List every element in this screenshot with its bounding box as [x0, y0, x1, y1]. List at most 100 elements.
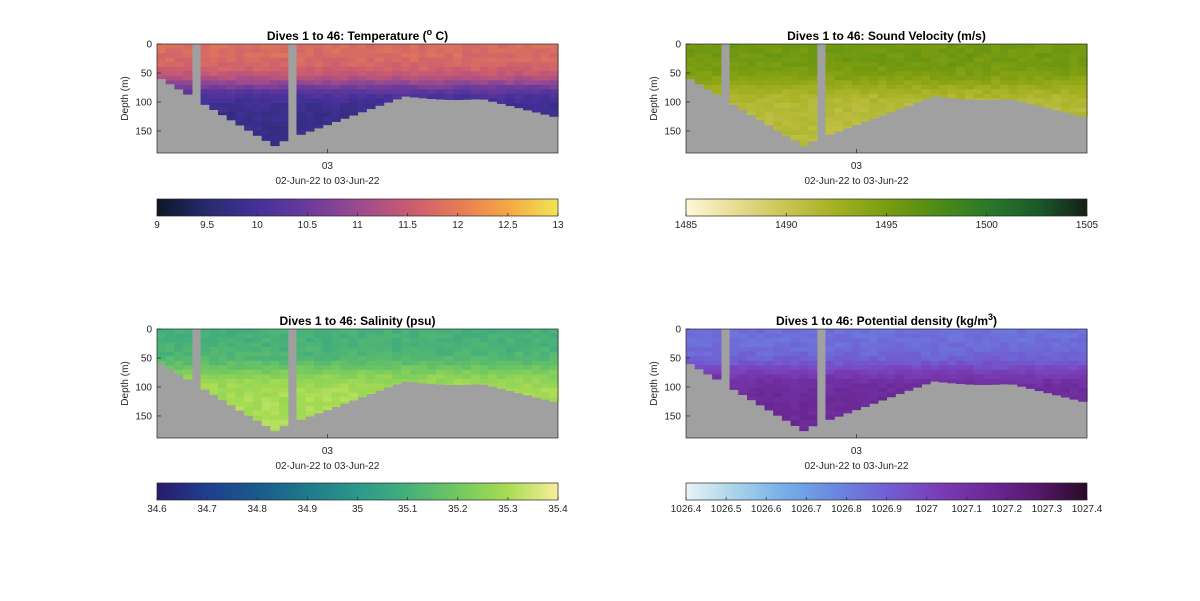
heatmap-cell — [834, 401, 844, 407]
heatmap-cell — [322, 71, 332, 77]
heatmap-cell — [383, 84, 393, 90]
heatmap-cell — [200, 329, 210, 334]
heatmap-cell — [999, 369, 1010, 375]
heatmap-cell — [1008, 98, 1018, 100]
heatmap-cell — [505, 369, 516, 375]
heatmap-cell — [1025, 329, 1036, 334]
heatmap-cell — [496, 89, 507, 95]
heatmap-cell — [453, 342, 463, 348]
heatmap-cell — [790, 369, 800, 375]
heatmap-cell — [174, 66, 184, 72]
heatmap-cell — [825, 360, 835, 366]
heatmap-cell — [252, 93, 263, 99]
heatmap-cell — [488, 351, 498, 357]
heatmap-cell — [947, 338, 957, 343]
heatmap-cell — [435, 98, 446, 100]
heatmap-cell — [808, 121, 818, 127]
heatmap-cell — [851, 71, 861, 77]
heatmap-cell — [991, 57, 1001, 63]
heatmap-cell — [418, 66, 428, 72]
heatmap-cell — [712, 75, 722, 81]
heatmap-cell — [261, 71, 271, 77]
heatmap-cell — [799, 428, 809, 432]
heatmap-cell — [938, 48, 949, 54]
heatmap-cell — [366, 107, 376, 110]
heatmap-cell — [174, 338, 184, 343]
heatmap-cell — [462, 351, 472, 357]
heatmap-cell — [886, 365, 896, 371]
heatmap-cell — [851, 406, 861, 411]
heatmap-cell — [209, 388, 219, 393]
heatmap-cell — [418, 75, 428, 81]
heatmap-cell — [842, 84, 853, 90]
colorbar-tick-label: 34.9 — [298, 504, 318, 515]
heatmap-cell — [418, 44, 428, 49]
heatmap-cell — [834, 365, 844, 371]
heatmap-cell — [1060, 53, 1071, 58]
heatmap-cell — [331, 112, 341, 117]
heatmap-cell — [383, 75, 393, 81]
heatmap-cell — [869, 342, 879, 348]
heatmap-cell — [842, 401, 853, 407]
heatmap-cell — [496, 365, 507, 371]
heatmap-cell — [165, 62, 176, 68]
heatmap-cell — [409, 48, 420, 54]
heatmap-cell — [366, 62, 376, 68]
heatmap-cell — [322, 333, 332, 339]
heatmap-cell — [531, 89, 542, 95]
heatmap-cell — [392, 66, 402, 72]
heatmap-cell — [279, 338, 289, 343]
heatmap-cell — [686, 347, 696, 353]
heatmap-cell — [764, 333, 774, 339]
heatmap-cell — [235, 338, 245, 343]
heatmap-cell — [1078, 374, 1088, 380]
heatmap-cell — [453, 374, 463, 380]
heatmap-cell — [505, 93, 516, 99]
heatmap-cell — [261, 98, 271, 104]
heatmap-cell — [409, 62, 420, 68]
heatmap-cell — [331, 333, 341, 339]
heatmap-cell — [531, 71, 542, 77]
heatmap-cell — [921, 383, 931, 385]
heatmap-cell — [938, 80, 949, 86]
heatmap-cell — [1025, 383, 1036, 389]
heatmap-cell — [886, 369, 896, 375]
heatmap-cell — [296, 347, 306, 353]
heatmap-cell — [549, 75, 559, 81]
heatmap-cell — [435, 360, 446, 366]
heatmap-cell — [435, 93, 446, 99]
heatmap-cell — [305, 116, 315, 122]
heatmap-cell — [209, 378, 219, 384]
heatmap-cell — [686, 351, 696, 357]
heatmap-cell — [764, 121, 774, 126]
heatmap-cell — [531, 365, 542, 371]
heatmap-cell — [738, 84, 748, 90]
heatmap-cell — [1069, 356, 1079, 362]
heatmap-cell — [279, 134, 289, 140]
heatmap-cell — [991, 360, 1001, 366]
heatmap-cell — [418, 369, 428, 375]
heatmap-cell — [549, 107, 559, 113]
heatmap-cell — [427, 89, 437, 95]
heatmap-cell — [235, 93, 245, 99]
heatmap-cell — [1060, 333, 1071, 339]
heatmap-cell — [991, 338, 1001, 343]
heatmap-cell — [834, 62, 844, 68]
heatmap-cell — [270, 369, 280, 375]
heatmap-cell — [444, 360, 454, 366]
heatmap-cell — [764, 356, 774, 362]
heatmap-cell — [860, 378, 870, 384]
heatmap-cell — [842, 338, 853, 343]
heatmap-cell — [174, 84, 184, 90]
heatmap-cell — [209, 98, 219, 104]
heatmap-cell — [496, 374, 507, 380]
heatmap-cell — [174, 365, 184, 371]
heatmap-cell — [531, 84, 542, 90]
heatmap-cell — [738, 329, 748, 334]
heatmap-cell — [764, 48, 774, 54]
heatmap-cell — [244, 360, 254, 366]
heatmap-cell — [226, 397, 237, 402]
heatmap-cell — [930, 338, 940, 343]
heatmap-cell — [903, 57, 914, 63]
heatmap-cell — [305, 338, 315, 343]
